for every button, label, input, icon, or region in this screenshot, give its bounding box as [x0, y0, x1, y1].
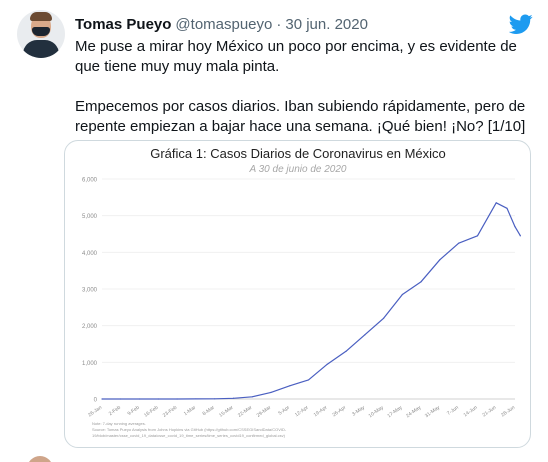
avatar-hair: [30, 12, 52, 21]
data-point: [439, 259, 441, 261]
chart-subtitle: A 30 de junio de 2020: [249, 164, 347, 175]
data-point: [251, 396, 253, 398]
x-axis: 26-Jan 2-Feb 9-Feb 16-Feb 23-Feb 1-Mar 8-Mar 15…: [87, 404, 516, 419]
data-point: [506, 207, 508, 209]
x-tick-label: 29-Mar: [256, 405, 273, 419]
data-point: [157, 398, 159, 400]
data-point: [326, 363, 328, 365]
data-point: [514, 226, 516, 228]
series-line: [102, 202, 521, 400]
chart-source: 19/blob/master/csse_covid_19_data/csse_c…: [92, 433, 286, 438]
author-name[interactable]: Tomas Pueyo: [75, 15, 172, 33]
data-point: [195, 398, 197, 400]
chart-note: Note: 7-day running averages.: [92, 421, 146, 426]
data-point: [289, 385, 291, 387]
y-tick-label: 5,000: [82, 214, 98, 220]
y-tick-label: 3,000: [82, 288, 98, 294]
author-handle[interactable]: @tomaspueyo: [175, 15, 273, 33]
x-tick-label: 15-Mar: [218, 405, 235, 419]
x-tick-label: 17-May: [386, 404, 404, 419]
data-point: [270, 391, 272, 393]
data-point: [138, 398, 141, 400]
y-tick-label: 0: [94, 398, 98, 404]
x-tick-label: 22-Mar: [237, 405, 254, 419]
data-point: [495, 202, 497, 204]
y-tick-label: 4,000: [82, 251, 98, 257]
data-point: [382, 317, 385, 319]
x-tick-label: 5-Apr: [277, 405, 291, 417]
x-tick-label: 24-May: [405, 404, 423, 419]
x-tick-label: 3-May: [351, 404, 366, 417]
author-avatar[interactable]: [17, 10, 65, 58]
x-tick-label: 28-Jun: [500, 405, 516, 419]
x-tick-label: 21-Jun: [481, 405, 497, 419]
data-point: [476, 235, 479, 237]
tweet-date[interactable]: 30 jun. 2020: [285, 15, 368, 33]
data-point: [420, 281, 422, 283]
tweet-text: Me puse a mirar hoy México un poco por e…: [75, 37, 535, 137]
x-tick-label: 31-May: [424, 404, 442, 419]
y-tick-label: 6,000: [82, 178, 98, 184]
y-tick-label: 1,000: [82, 361, 98, 367]
tweet-media-chart[interactable]: Gráfica 1: Casos Diarios de Coronavirus …: [64, 140, 531, 448]
x-tick-label: 10-May: [368, 404, 386, 419]
y-axis: 0 1,000 2,000 3,000 4,000 5,000 6,000: [82, 178, 98, 404]
data-point: [214, 398, 216, 400]
x-tick-label: 2-Feb: [108, 405, 122, 418]
data-point: [232, 397, 235, 399]
data-point: [364, 334, 366, 336]
x-tick-label: 26-Apr: [331, 405, 347, 419]
tweet-paragraph: Me puse a mirar hoy México un poco por e…: [75, 38, 517, 75]
data-point: [101, 398, 103, 400]
data-point: [458, 242, 460, 244]
chart-series: [101, 202, 521, 400]
twitter-bird-icon[interactable]: [509, 12, 533, 36]
x-tick-label: 7-Jun: [446, 405, 460, 417]
avatar-body: [23, 40, 59, 58]
x-tick-label: 23-Feb: [162, 405, 179, 419]
y-tick-label: 2,000: [82, 324, 98, 330]
data-point: [345, 350, 347, 352]
data-point: [519, 235, 521, 237]
x-tick-label: 12-Apr: [294, 405, 310, 419]
x-tick-label: 19-Apr: [313, 405, 329, 419]
x-tick-label: 16-Feb: [143, 405, 160, 419]
tweet-paragraph: Empecemos por casos diarios. Iban subien…: [75, 98, 526, 135]
paragraph-gap: [75, 77, 535, 97]
header-separator: ·: [276, 15, 282, 33]
data-point: [307, 379, 310, 381]
x-tick-label: 26-Jan: [87, 405, 103, 419]
chart-title: Gráfica 1: Casos Diarios de Coronavirus …: [150, 146, 446, 161]
chart-source: Source: Tomas Pueyo Analysis from Johns …: [92, 427, 287, 432]
next-tweet-avatar[interactable]: [27, 456, 53, 462]
x-tick-label: 1-Mar: [183, 405, 197, 418]
chart-grid: [102, 178, 515, 400]
data-point: [120, 398, 122, 400]
data-point: [176, 398, 178, 400]
tweet-header: Tomas Pueyo @tomaspueyo · 30 jun. 2020: [75, 14, 368, 34]
x-tick-label: 8-Mar: [202, 405, 216, 418]
chart-svg: Gráfica 1: Casos Diarios de Coronavirus …: [82, 146, 521, 438]
x-tick-label: 14-Jun: [463, 405, 479, 419]
data-point: [401, 293, 403, 296]
avatar-mask: [32, 27, 50, 36]
x-tick-label: 9-Feb: [127, 405, 141, 418]
